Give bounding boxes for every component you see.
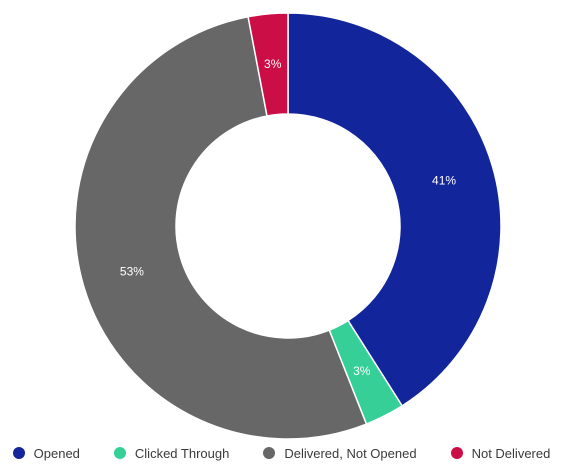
legend-dot-clicked-through	[113, 447, 126, 459]
donut-chart-svg: 41% 3% 53% 3%	[74, 12, 502, 440]
slice-label-clicked-through: 3%	[353, 364, 371, 378]
slice-opened[interactable]	[287, 12, 502, 407]
slice-delivered-not-opened[interactable]	[74, 15, 368, 440]
legend-label-delivered-not-opened: Delivered, Not Opened	[284, 445, 417, 461]
legend-label-opened: Opened	[33, 445, 80, 461]
legend-label-not-delivered: Not Delivered	[471, 445, 551, 461]
slices-group	[74, 12, 502, 440]
slice-label-opened: 41%	[432, 174, 456, 188]
legend-item-clicked-through[interactable]: Clicked Through	[113, 445, 230, 461]
legend-item-delivered-not-opened[interactable]: Delivered, Not Opened	[263, 445, 417, 461]
legend-item-not-delivered[interactable]: Not Delivered	[450, 445, 551, 461]
legend-label-clicked-through: Clicked Through	[134, 445, 230, 461]
slice-label-not-delivered: 3%	[264, 57, 282, 71]
legend-item-opened[interactable]: Opened	[12, 445, 80, 461]
slice-label-delivered-not-opened: 53%	[120, 264, 144, 278]
slice-labels-group: 41% 3% 53% 3%	[120, 57, 456, 378]
slice-not-delivered[interactable]	[247, 12, 289, 117]
legend-dot-not-delivered	[450, 447, 463, 459]
legend-dot-delivered-not-opened	[263, 447, 276, 459]
legend-dot-opened	[12, 447, 25, 459]
legend: Opened Clicked Through Delivered, Not Op…	[0, 440, 563, 466]
